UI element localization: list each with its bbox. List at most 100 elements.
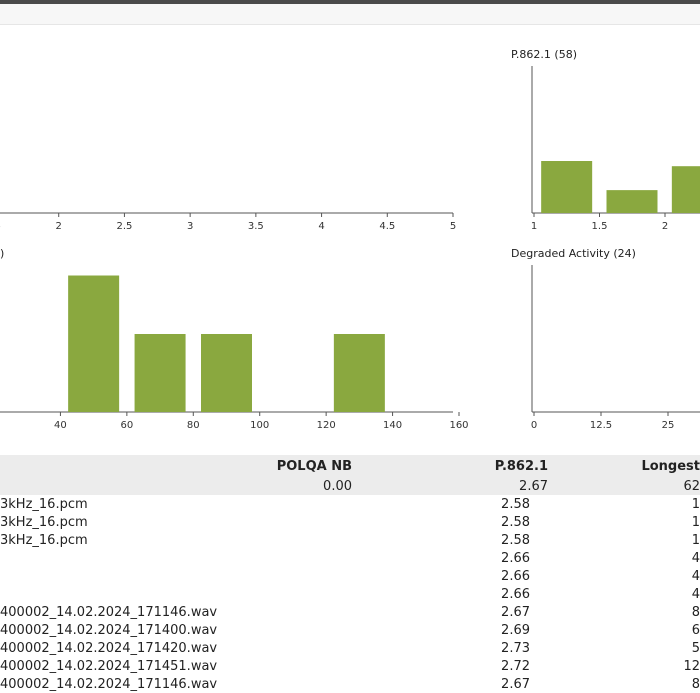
col-header-file[interactable] — [0, 455, 250, 477]
cell-p862: 2.66 — [352, 549, 548, 567]
chart-bottom-right: Degraded Activity (24) 0 12.5 25 — [511, 247, 700, 431]
cell-longest: 4 — [548, 585, 700, 603]
x-tick-label: 3 — [187, 221, 193, 232]
cell-file: 400002_14.02.2024_171451.wav — [0, 657, 250, 675]
x-tick-label: 5 — [450, 221, 456, 232]
cell-polqa-nb — [250, 567, 352, 585]
cell-longest: 4 — [548, 567, 700, 585]
x-tick-label: 80 — [187, 420, 200, 431]
cell-polqa-nb — [250, 585, 352, 603]
x-tick-label: 60 — [120, 420, 133, 431]
cell-file: 400002_14.02.2024_171146.wav — [0, 603, 250, 621]
cell-file: 3kHz_16.pcm — [0, 531, 250, 549]
x-tick-label: 1.5 — [592, 221, 608, 232]
x-tick-label: 4.5 — [379, 221, 395, 232]
x-tick-label: 2.5 — [116, 221, 132, 232]
cell-file: 3kHz_16.pcm — [0, 495, 250, 513]
x-tick-label: 40 — [54, 420, 67, 431]
col-header-longest[interactable]: Longest — [548, 455, 700, 477]
cell-longest: 8 — [548, 603, 700, 621]
cell-longest: 4 — [548, 549, 700, 567]
summary-polqa-nb: 0.00 — [250, 477, 352, 495]
x-tick-label: 160 — [449, 420, 468, 431]
cell-file: 400002_14.02.2024_171400.wav — [0, 621, 250, 639]
cell-polqa-nb — [250, 657, 352, 675]
chart-bottom-left: ) 20406080100120140160 — [0, 247, 469, 431]
x-tick-label: 120 — [317, 420, 336, 431]
cell-p862: 2.58 — [352, 531, 548, 549]
cell-polqa-nb — [250, 639, 352, 657]
cell-p862: 2.58 — [352, 495, 548, 513]
cell-polqa-nb — [250, 531, 352, 549]
cell-p862: 2.69 — [352, 621, 548, 639]
chart-top-left: 1.5 2 2.5 3 3.5 4 4.5 5 — [0, 213, 456, 232]
cell-longest: 1 — [548, 531, 700, 549]
histogram-bar[interactable] — [607, 190, 658, 213]
histogram-bar[interactable] — [135, 334, 186, 412]
cell-p862: 2.58 — [352, 513, 548, 531]
summary-file — [0, 477, 250, 495]
cell-longest: 5 — [548, 639, 700, 657]
cell-p862: 2.72 — [352, 657, 548, 675]
cell-file: 400002_14.02.2024_171420.wav — [0, 639, 250, 657]
histogram-bar[interactable] — [201, 334, 252, 412]
histogram-bar[interactable] — [672, 166, 700, 213]
cell-longest: 1 — [548, 513, 700, 531]
col-header-polqa-nb[interactable]: POLQA NB — [250, 455, 352, 477]
cell-p862: 2.73 — [352, 639, 548, 657]
summary-longest: 62 — [548, 477, 700, 495]
x-tick-label: 1 — [531, 221, 537, 232]
cell-polqa-nb — [250, 675, 352, 693]
cell-p862: 2.66 — [352, 567, 548, 585]
col-header-p862[interactable]: P.862.1 — [352, 455, 548, 477]
cell-p862: 2.67 — [352, 675, 548, 693]
table-summary-row: 0.00 2.67 62 — [0, 477, 700, 495]
results-table: POLQA NB P.862.1 Longest 0.00 2.67 62 3k… — [0, 455, 700, 693]
cell-file: 3kHz_16.pcm — [0, 513, 250, 531]
x-tick-label: 2 — [662, 221, 668, 232]
cell-longest: 6 — [548, 621, 700, 639]
cell-polqa-nb — [250, 603, 352, 621]
x-tick-label: 0 — [531, 420, 537, 431]
x-tick-label: 140 — [383, 420, 402, 431]
x-tick-label: 12.5 — [590, 420, 612, 431]
chart-top-right: P.862.1 (58) 1 1.5 2 — [511, 48, 700, 232]
histogram-bar[interactable] — [68, 276, 119, 413]
chart-title: ) — [0, 247, 4, 260]
cell-file — [0, 585, 250, 603]
cell-p862: 2.67 — [352, 603, 548, 621]
cell-longest: 12 — [548, 657, 700, 675]
cell-file — [0, 567, 250, 585]
x-tick-label: 25 — [662, 420, 675, 431]
histogram-bar[interactable] — [334, 334, 385, 412]
x-tick-label: 100 — [250, 420, 269, 431]
x-tick-label: 4 — [318, 221, 324, 232]
chart-title: P.862.1 (58) — [511, 48, 577, 61]
x-tick-label: 3.5 — [248, 221, 264, 232]
chart-title: Degraded Activity (24) — [511, 247, 636, 260]
cell-polqa-nb — [250, 549, 352, 567]
cell-file — [0, 549, 250, 567]
cell-longest: 8 — [548, 675, 700, 693]
cell-polqa-nb — [250, 513, 352, 531]
x-tick-label: 2 — [56, 221, 62, 232]
cell-polqa-nb — [250, 495, 352, 513]
summary-p862: 2.67 — [352, 477, 548, 495]
x-tick-label: 1.5 — [0, 221, 1, 232]
cell-file: 400002_14.02.2024_171146.wav — [0, 675, 250, 693]
histogram-bar[interactable] — [541, 161, 592, 213]
cell-polqa-nb — [250, 621, 352, 639]
table-header-row: POLQA NB P.862.1 Longest — [0, 455, 700, 477]
charts-area: 1.5 2 2.5 3 3.5 4 4.5 5 P.862.1 (58) 1 1.5 2 ) 2 0… — [0, 0, 700, 450]
